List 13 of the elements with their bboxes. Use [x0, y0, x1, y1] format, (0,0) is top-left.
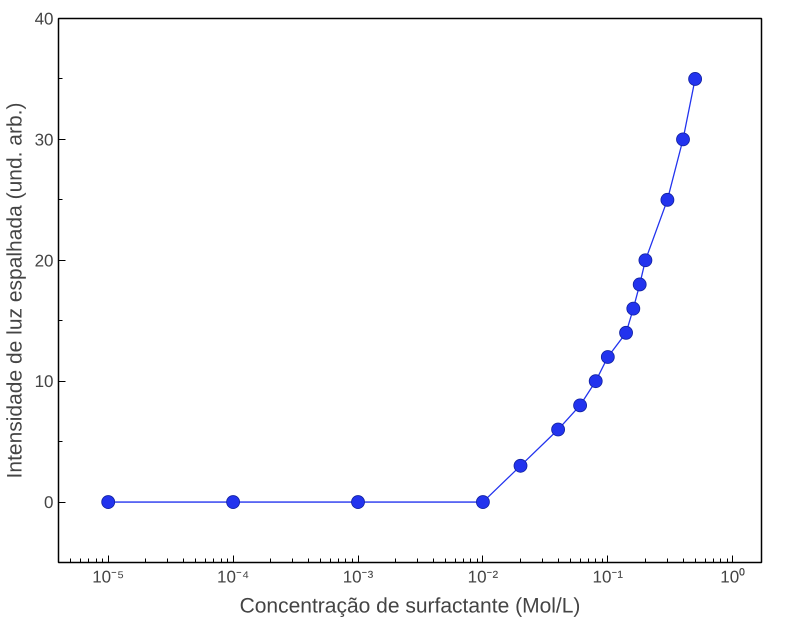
y-tick-label: 10	[34, 372, 54, 392]
x-tick-label: 10⁰	[720, 568, 746, 586]
x-tick-label: 10⁻²	[468, 568, 499, 586]
y-tick-label: 40	[34, 10, 54, 28]
x-tick-label: 10⁻⁵	[92, 568, 124, 586]
x-axis-title: Concentração de surfactante (Mol/L)	[240, 594, 580, 618]
x-tick-label: 10⁻⁴	[217, 568, 250, 586]
y-axis-title: Intensidade de luz espalhada (und. arb.)	[4, 102, 27, 478]
y-tick-label: 0	[44, 493, 54, 512]
y-tick-label: 20	[34, 251, 54, 270]
x-tick-label: 10⁻³	[342, 568, 374, 586]
y-tick-label: 30	[34, 130, 54, 150]
x-tick-label: 10⁻¹	[592, 568, 624, 586]
